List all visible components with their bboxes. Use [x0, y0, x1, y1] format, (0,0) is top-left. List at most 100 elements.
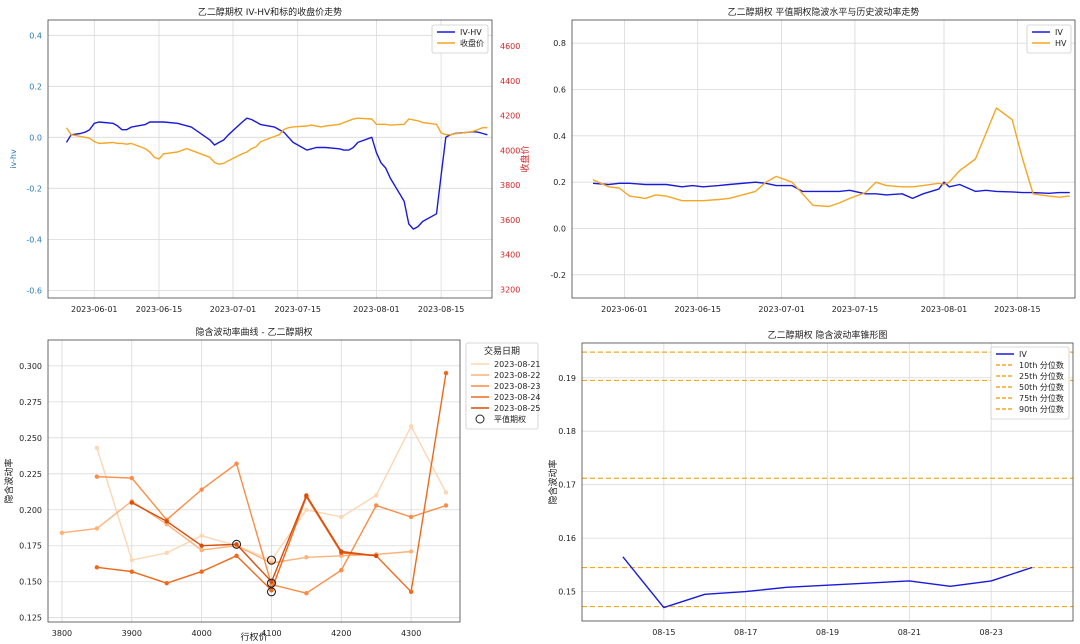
chart-title: 隐含波动率曲线 - 乙二醇期权 — [196, 326, 313, 338]
series-line-iv — [622, 556, 1033, 609]
y-tick-label: -0.2 — [550, 271, 566, 280]
y-tick-label: 0.8 — [553, 39, 566, 48]
x-tick-label: 4000 — [191, 629, 211, 638]
y-tick-label: 0.125 — [19, 614, 42, 623]
y-tick-label: 0.275 — [19, 398, 42, 407]
legend-label: 收盘价 — [460, 38, 484, 48]
legend-entry: IV-HV — [437, 28, 482, 37]
data-point — [199, 543, 204, 548]
legend-entry: 2023-08-24 — [471, 393, 541, 402]
y-tick-labels: 0.125 0.150 0.175 0.200 0.225 0.250 0.275 0.300 — [19, 362, 42, 623]
chart-iv-smile: 3800 3900 4000 4100 4200 43000.1250.1500.1750… — [3, 326, 541, 643]
series-line — [131, 494, 377, 583]
legend-entry: IV — [1032, 28, 1063, 37]
data-point — [234, 553, 239, 559]
legend-label: 2023-08-22 — [494, 371, 541, 380]
x-tick-label: 2023-06-15 — [136, 305, 183, 314]
legend-label: IV-HV — [460, 28, 482, 37]
atm-marker — [266, 578, 277, 588]
y-tick-label: 0.4 — [553, 132, 566, 141]
x-tick-label: 2023-08-15 — [994, 305, 1041, 314]
plot-border — [581, 342, 1074, 622]
x-axis-label: 行权价 — [240, 631, 267, 643]
data-point — [269, 588, 274, 593]
legend-entry: 2023-08-21 — [471, 360, 541, 369]
x-tick-label: 08-23 — [980, 628, 1003, 637]
y2-tick-label: 4600 — [500, 42, 520, 51]
legend-entry: 平值期权 — [475, 414, 526, 424]
series-2023-08-25 — [129, 493, 379, 584]
y-tick-label: 0.16 — [558, 534, 576, 543]
chart-title: 乙二醇期权 IV-HV和标的收盘价走势 — [198, 6, 342, 18]
x-tick-label: 08-17 — [734, 628, 757, 637]
plot-area — [572, 20, 1075, 298]
x-tick-label: 08-19 — [816, 628, 839, 637]
legend-label: IV — [1055, 28, 1063, 37]
y2-tick-label: 3200 — [500, 285, 520, 294]
legend-entry: 50th 分位数 — [996, 382, 1064, 392]
y-tick-label: 0.15 — [558, 588, 576, 597]
atm-marker — [266, 555, 277, 565]
x-tick-label: 2023-06-15 — [675, 305, 722, 314]
x-tick-label: 4100 — [261, 629, 281, 638]
y-axis-label: 隐含波动率 — [3, 458, 15, 503]
y-tick-label: 0.19 — [558, 374, 576, 383]
x-tick-label: 2023-07-01 — [210, 305, 257, 314]
legend-label: HV — [1055, 39, 1067, 48]
legend-label: 2023-08-23 — [494, 382, 541, 391]
data-point — [304, 591, 309, 596]
plot-border — [571, 19, 1076, 299]
grid-lines — [48, 340, 460, 622]
data-point — [304, 555, 309, 560]
chart-ivhv-close: 2023-06-01 2023-06-15 2023-07-01 2023-07-15… — [9, 6, 531, 314]
x-tick-label: 2023-07-01 — [758, 305, 805, 314]
y-tick-label: 0.200 — [19, 506, 42, 515]
x-tick-label: 4300 — [401, 629, 421, 638]
x-tick-label: 3900 — [122, 629, 142, 638]
y-tick-label: 0.0 — [29, 133, 42, 142]
legend-entry: 25th 分位数 — [996, 371, 1064, 381]
data-point — [199, 533, 204, 538]
data-point — [129, 475, 134, 481]
y-tick-labels: -0.6 -0.4 -0.2 0.0 0.2 0.4 — [26, 31, 42, 295]
x-tick-label: 2023-06-01 — [601, 305, 648, 314]
legend-entry: 2023-08-22 — [471, 371, 541, 380]
series-line-hv — [592, 107, 1070, 208]
data-point — [164, 550, 169, 556]
data-point — [129, 569, 134, 574]
y-tick-label: 0.2 — [553, 178, 566, 187]
data-point — [339, 549, 344, 554]
legend-label: 25th 分位数 — [1019, 371, 1064, 381]
legend-entry: HV — [1032, 39, 1067, 48]
data-point — [234, 542, 239, 547]
legend-entry: IV — [996, 350, 1027, 359]
x-tick-label: 3800 — [52, 629, 72, 638]
y-tick-labels: 0.15 0.16 0.17 0.18 0.19 — [558, 374, 576, 597]
y2-tick-label: 4400 — [500, 77, 520, 86]
x-tick-labels: 2023-06-01 2023-06-15 2023-07-01 2023-07-15… — [601, 305, 1040, 314]
plot-border — [47, 339, 461, 623]
data-point — [408, 424, 414, 429]
y-tick-label: -0.4 — [26, 235, 42, 244]
data-point — [269, 579, 274, 584]
legend-entry: 2023-08-25 — [471, 404, 541, 413]
data-point — [443, 503, 449, 508]
y2-tick-label: 3800 — [500, 181, 520, 190]
y-tick-label: -0.6 — [26, 286, 42, 295]
legend-label: IV — [1019, 350, 1027, 359]
y-tick-label: 0.150 — [19, 578, 42, 587]
data-point — [94, 565, 100, 570]
y-tick-label: 0.2 — [29, 82, 42, 91]
chart-title: 乙二醇期权 平值期权隐波水平与历史波动率走势 — [728, 6, 920, 18]
data-point — [129, 500, 134, 505]
legend-label: 90th 分位数 — [1019, 404, 1064, 414]
data-point — [443, 490, 449, 495]
data-point — [164, 519, 169, 524]
y2-axis-label: 收盘价 — [519, 145, 531, 172]
y2-tick-label: 3400 — [500, 251, 520, 260]
legend-label: 2023-08-21 — [494, 360, 541, 369]
grid-lines — [48, 20, 492, 298]
data-point — [408, 549, 414, 554]
y2-tick-label: 3600 — [500, 216, 520, 225]
